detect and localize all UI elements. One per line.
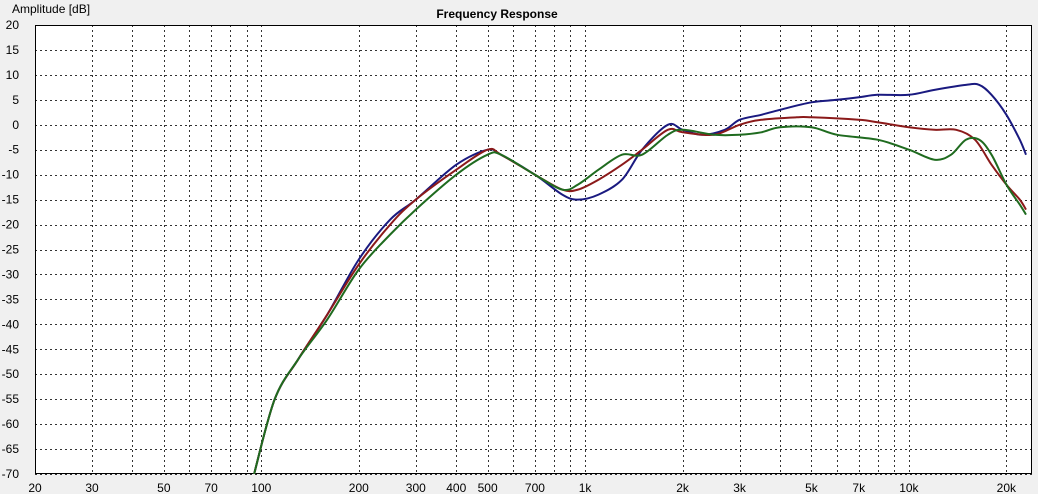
y-tick-label: -30: [2, 267, 20, 281]
x-tick-label: 30: [85, 481, 99, 494]
grid: [35, 25, 1032, 475]
y-tick-label: -25: [2, 243, 20, 257]
x-tick-label: 20: [28, 481, 42, 494]
y-tick-label: -35: [2, 292, 20, 306]
x-tick-label: 50: [157, 481, 171, 494]
y-tick-label: -5: [8, 143, 19, 157]
y-tick-label: -65: [2, 442, 20, 456]
series-line-3: [253, 125, 1027, 474]
x-tick-label: 400: [446, 481, 466, 494]
y-tick-label: 15: [6, 43, 20, 57]
y-tick-label: 0: [12, 118, 19, 132]
y-tick-label: 10: [6, 68, 20, 82]
x-tick-label: 500: [478, 481, 498, 494]
x-tick-label: 5k: [805, 481, 819, 494]
series-line-2: [253, 116, 1027, 474]
y-tick-label: -60: [2, 417, 20, 431]
y-tick-label: -45: [2, 342, 20, 356]
x-tick-label: 10k: [899, 481, 919, 494]
plot-area: [35, 25, 1032, 474]
x-tick-label: 7k: [852, 481, 866, 494]
y-tick-label: -15: [2, 193, 20, 207]
x-tick-label: 700: [525, 481, 545, 494]
y-tick-label: -70: [2, 467, 20, 481]
x-tick-label: 200: [349, 481, 369, 494]
y-tick-label: -10: [2, 168, 20, 182]
chart-title: Frequency Response: [436, 7, 558, 21]
plot-border: [35, 25, 1032, 474]
y-tick-label: 5: [12, 93, 19, 107]
y-tick-label: -40: [2, 317, 20, 331]
x-tick-label: 2k: [676, 481, 690, 494]
x-tick-label: 20k: [997, 481, 1017, 494]
x-tick-label: 3k: [733, 481, 747, 494]
x-tick-label: 1k: [579, 481, 593, 494]
x-tick-label: 100: [251, 481, 271, 494]
y-axis-ticks: 20 15 10 5 0 -5 -10 -15 -20 -25 -30 -35 -40 -45 -50 -55…: [2, 18, 20, 481]
x-tick-label: 70: [204, 481, 218, 494]
y-tick-label: -20: [2, 218, 20, 232]
y-axis-label: Amplitude [dB]: [12, 2, 90, 16]
x-tick-label: 300: [406, 481, 426, 494]
y-tick-label: -50: [2, 367, 20, 381]
series-layer: [253, 82, 1027, 474]
x-axis-ticks: 20 30 50 70 100 200 300 400 500 700 1k 2k 3k 5k 7k 10k 2…: [28, 481, 1017, 494]
y-tick-label: -55: [2, 392, 20, 406]
y-tick-label: 20: [6, 18, 20, 32]
